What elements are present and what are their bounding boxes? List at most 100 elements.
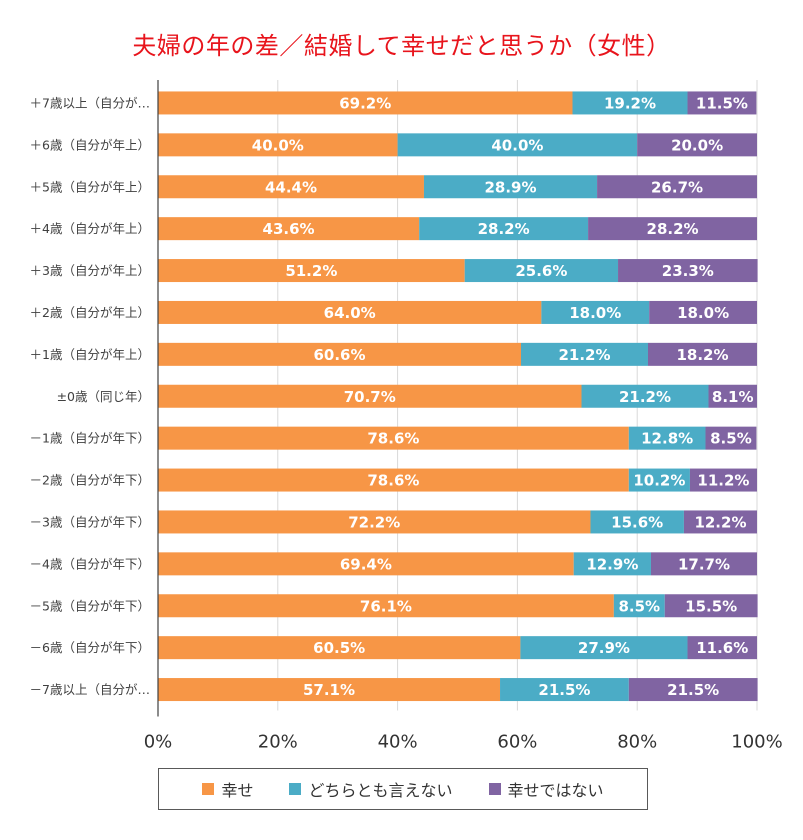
bar-segment (158, 678, 501, 702)
data-label: 15.5% (685, 597, 737, 615)
bar-segment (572, 91, 688, 115)
bar-segment (158, 384, 582, 408)
bar-segment (581, 384, 709, 408)
data-label: 69.2% (339, 94, 391, 112)
data-label: 23.3% (662, 262, 714, 280)
category-label: ＋5歳（自分が年上） (30, 179, 150, 194)
data-label: 18.0% (677, 304, 729, 322)
bar-segment (464, 259, 619, 283)
x-tick-label: 0% (144, 732, 173, 753)
bar-segment (423, 175, 598, 199)
x-tick-label: 60% (497, 732, 537, 753)
category-label: －5歳（自分が年下） (30, 598, 150, 613)
legend: 幸せ どちらとも言えない 幸せではない (158, 768, 648, 810)
bar-segment (708, 384, 757, 408)
bar-segment (158, 342, 521, 366)
bar-segment (500, 678, 629, 702)
bar-segment (597, 175, 757, 199)
bar-segment (158, 133, 398, 157)
category-label: ＋7歳以上（自分が… (30, 95, 150, 110)
data-label: 64.0% (324, 304, 376, 322)
data-label: 57.1% (303, 681, 355, 699)
data-label: 21.2% (619, 388, 671, 406)
bar-segment (590, 510, 684, 534)
data-label: 21.5% (667, 681, 719, 699)
bar-segment (649, 300, 757, 324)
legend-swatch-not-happy (488, 783, 501, 795)
bar-segment (628, 426, 706, 450)
legend-label-happy: 幸せ (221, 781, 254, 800)
bar-segment (158, 217, 420, 241)
category-label: ＋2歳（自分が年上） (30, 305, 150, 320)
bar-segment (647, 342, 757, 366)
legend-item-happy: 幸せ (202, 777, 253, 801)
data-label: 25.6% (515, 262, 567, 280)
data-label: 76.1% (360, 597, 412, 615)
x-tick-label: 20% (258, 732, 298, 753)
bar-segment (158, 552, 574, 576)
category-label: －6歳（自分が年下） (30, 640, 150, 655)
data-label: 17.7% (678, 555, 730, 573)
bar-segment (541, 300, 650, 324)
bar-segment (158, 300, 542, 324)
bar-segment (664, 594, 758, 618)
category-label: －2歳（自分が年下） (30, 473, 150, 488)
data-label: 21.2% (558, 346, 610, 364)
data-label: 51.2% (285, 262, 337, 280)
bar-segment (637, 133, 757, 157)
legend-swatch-neutral (289, 783, 302, 795)
legend-item-not-happy: 幸せではない (488, 777, 604, 801)
category-label: －4歳（自分が年下） (30, 556, 150, 571)
data-label: 27.9% (578, 639, 630, 657)
data-label: 60.5% (313, 639, 365, 657)
x-tick-label: 100% (731, 732, 782, 753)
bar-segment (588, 217, 757, 241)
bar-segment (158, 259, 465, 283)
bar-segment (158, 426, 629, 450)
data-label: 21.5% (538, 681, 590, 699)
data-label: 18.2% (676, 346, 728, 364)
data-label: 12.2% (694, 513, 746, 531)
data-label: 8.5% (710, 430, 752, 448)
bar-segment (158, 594, 614, 618)
bar-segment (158, 91, 573, 115)
data-label: 28.2% (647, 220, 699, 238)
data-label: 11.5% (696, 94, 748, 112)
bar-segment (520, 636, 688, 660)
chart-title: 夫婦の年の差／結婚して幸せだと思うか（女性） (132, 32, 671, 60)
data-label: 8.5% (618, 597, 660, 615)
bar-segment (573, 552, 651, 576)
bar-segment (397, 133, 638, 157)
data-label: 10.2% (633, 472, 685, 490)
data-label: 40.0% (491, 136, 543, 154)
category-label: ±0歳（同じ年） (57, 389, 150, 404)
category-label: ＋3歳（自分が年上） (30, 263, 150, 278)
bar-segment (419, 217, 589, 241)
data-label: 78.6% (367, 430, 419, 448)
data-label: 11.6% (696, 639, 748, 657)
bar-segment (628, 468, 690, 492)
bar-segment (683, 510, 757, 534)
bar-segment (158, 175, 424, 199)
data-label: 28.9% (484, 178, 536, 196)
category-label: －7歳以上（自分が… (30, 682, 150, 697)
category-label: ＋4歳（自分が年上） (30, 221, 150, 236)
data-label: 72.2% (348, 513, 400, 531)
data-label: 70.7% (344, 388, 396, 406)
data-label: 43.6% (263, 220, 315, 238)
data-label: 40.0% (252, 136, 304, 154)
data-label: 69.4% (340, 555, 392, 573)
data-label: 44.4% (265, 178, 317, 196)
data-label: 8.1% (712, 388, 754, 406)
stacked-bar-chart: 0% 20% 40% 60% 80% 100% ＋7歳以上（自分が… 69.2% 19.2% 11… (30, 80, 783, 753)
bar-segment (613, 594, 665, 618)
bar-segment (158, 468, 629, 492)
data-label: 78.6% (367, 472, 419, 490)
category-label: ＋6歳（自分が年上） (30, 137, 150, 152)
legend-label-neutral: どちらとも言えない (308, 781, 453, 800)
data-label: 20.0% (671, 136, 723, 154)
legend-label-not-happy: 幸せではない (507, 781, 604, 800)
bar-segment (158, 636, 521, 660)
data-label: 12.8% (641, 430, 693, 448)
data-label: 11.2% (697, 472, 749, 490)
